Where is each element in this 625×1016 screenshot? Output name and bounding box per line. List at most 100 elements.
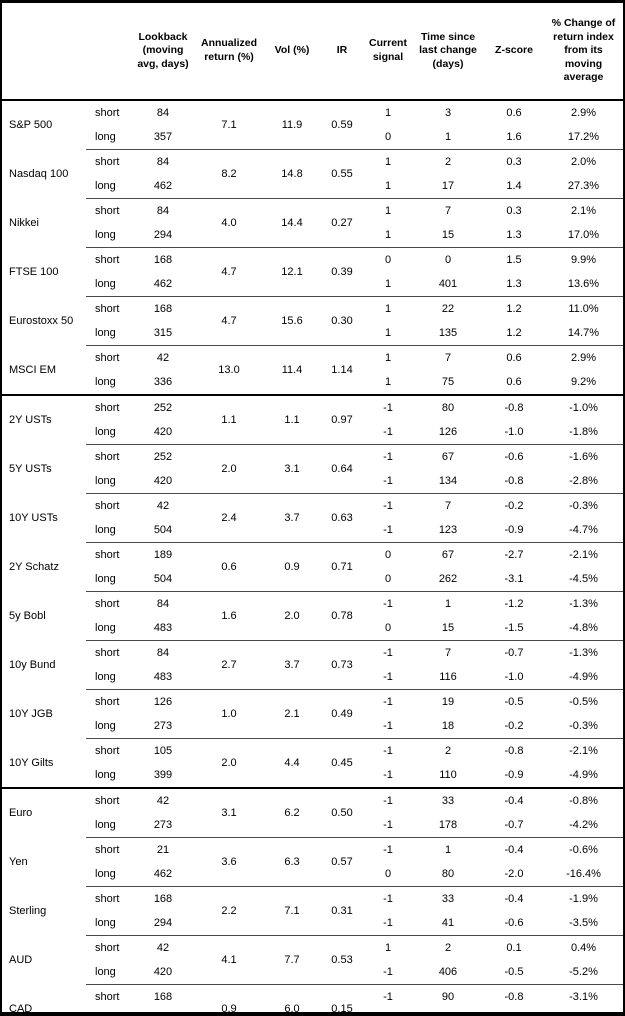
pct-change-value: -1.3% <box>569 647 598 659</box>
pct-change-value: 9.2% <box>544 370 623 396</box>
time-since-value: 67 <box>441 451 455 463</box>
signal-value: -1 <box>364 960 412 985</box>
ir-value: 1.14 <box>320 345 364 396</box>
annualized-return-value: 7.1 <box>194 100 264 150</box>
pct-change-value: 17.0% <box>544 223 623 248</box>
signal-value: -1 <box>364 763 412 789</box>
period-label-short: short <box>95 254 120 266</box>
zscore-value: -0.5 <box>484 960 544 985</box>
signal-value: 1 <box>364 272 412 297</box>
signal-value: 0 <box>364 862 412 887</box>
zscore-value: -0.8 <box>484 469 544 494</box>
vol-value: 2.1 <box>264 689 320 739</box>
time-since-value: 80 <box>441 402 455 414</box>
lookback-value: 105 <box>153 745 173 757</box>
zscore-value: -0.4 <box>504 893 524 905</box>
vol-value: 6.2 <box>264 788 320 838</box>
asset-name: MSCI EM <box>2 345 86 396</box>
signal-value: -1 <box>383 795 393 807</box>
lookback-value: 252 <box>153 402 173 414</box>
asset-row-short: Eurostoxx 50 short 168 4.7 15.6 0.30 1 2… <box>2 296 623 346</box>
lookback-value: 168 <box>153 303 173 315</box>
asset-name: 5Y USTs <box>9 463 52 475</box>
period-label-long: long <box>86 272 132 297</box>
ir-value: 0.15 <box>331 1003 353 1015</box>
asset-row-short: 10Y Gilts short 105 2.0 4.4 0.45 -1 2 -0… <box>2 738 623 789</box>
time-since-value: 17 <box>412 174 484 199</box>
annualized-return-value: 2.7 <box>194 640 264 690</box>
asset-row-short: Euro short 42 3.1 6.2 0.50 -1 33 -0.4 -0… <box>2 788 623 838</box>
ir-value: 0.53 <box>320 935 364 985</box>
lookback-value: 504 <box>132 567 194 592</box>
asset-row-short: 5Y USTs short 252 2.0 3.1 0.64 -1 67 -0.… <box>2 444 623 494</box>
zscore-value: 0.3 <box>506 156 522 168</box>
time-since-value: 2 <box>444 745 452 757</box>
zscore-value: -0.2 <box>484 714 544 739</box>
lookback-value: 252 <box>153 451 173 463</box>
zscore-value: -0.6 <box>484 911 544 936</box>
asset-row-short: Yen short 21 3.6 6.3 0.57 -1 1 -0.4 -0.6… <box>2 837 623 887</box>
asset-name: Eurostoxx 50 <box>9 315 74 327</box>
signal-value: -1 <box>383 893 393 905</box>
pct-change-value: -4.7% <box>544 518 623 543</box>
vol-value: 7.7 <box>264 935 320 985</box>
lookback-value: 168 <box>153 991 173 1003</box>
zscore-value: -1.1 <box>484 1009 544 1012</box>
annualized-return-value: 3.1 <box>194 788 264 838</box>
ir-value: 0.59 <box>320 100 364 150</box>
pct-change-value: -0.3% <box>569 500 598 512</box>
signal-value: -1 <box>364 1009 412 1012</box>
signal-value: 1 <box>384 107 392 119</box>
asset-name: S&P 500 <box>9 119 53 132</box>
lookback-value: 357 <box>132 125 194 150</box>
asset-row-long: long 273 -1 18 -0.2 -0.3% <box>2 714 623 739</box>
asset-name: 2Y USTs <box>9 414 52 427</box>
time-since-value: 7 <box>444 500 452 512</box>
asset-row-short: MSCI EM short 42 13.0 11.4 1.14 1 7 0.6 … <box>2 345 623 396</box>
lookback-value: 294 <box>132 911 194 936</box>
lookback-value: 168 <box>153 254 173 266</box>
period-label-long: long <box>86 223 132 248</box>
signal-value: 1 <box>384 303 392 315</box>
ir-value: 0.49 <box>320 689 364 739</box>
vol-value: 1.1 <box>264 395 320 445</box>
vol-value: 4.4 <box>264 738 320 789</box>
lookback-value: 84 <box>156 598 170 610</box>
vol-value: 7.1 <box>264 886 320 936</box>
pct-change-value: -16.4% <box>544 862 623 887</box>
asset-name: 5y Bobl <box>9 610 46 622</box>
signal-value: -1 <box>383 451 393 463</box>
signal-value: 1 <box>364 321 412 346</box>
period-label-short: short <box>95 402 120 414</box>
signal-value: -1 <box>383 647 393 659</box>
signal-value: 1 <box>384 942 392 954</box>
asset-row-short: Sterling short 168 2.2 7.1 0.31 -1 33 -0… <box>2 886 623 936</box>
vol-value: 12.1 <box>264 247 320 297</box>
annualized-return-value: 2.4 <box>194 493 264 543</box>
vol-value: 11.4 <box>264 345 320 396</box>
period-label-short: short <box>95 647 120 659</box>
signal-value: 0 <box>364 616 412 641</box>
pct-change-value: -0.3% <box>544 714 623 739</box>
zscore-value: -0.7 <box>484 813 544 838</box>
lookback-value: 294 <box>132 223 194 248</box>
pct-change-value: -1.3% <box>569 598 598 610</box>
period-label-short: short <box>95 303 120 315</box>
period-label-long: long <box>86 763 132 789</box>
pct-change-value: 2.1% <box>570 205 597 217</box>
time-since-value: 22 <box>441 303 455 315</box>
lookback-value: 168 <box>153 893 173 905</box>
asset-name: 10Y JGB <box>9 708 53 720</box>
time-since-value: 90 <box>441 991 455 1003</box>
zscore-value: 1.2 <box>484 321 544 346</box>
asset-row-short: Nikkei short 84 4.0 14.4 0.27 1 7 0.3 2.… <box>2 198 623 248</box>
vol-value: 0.9 <box>264 542 320 592</box>
lookback-value: 42 <box>156 352 170 364</box>
lookback-value: 420 <box>132 420 194 445</box>
pct-change-value: -0.5% <box>569 696 598 708</box>
period-label-short: short <box>95 205 120 217</box>
asset-row-long: long 357 0 1 1.6 17.2% <box>2 125 623 150</box>
annualized-return-value: 0.6 <box>194 542 264 592</box>
annualized-return-value: 1.1 <box>194 395 264 445</box>
